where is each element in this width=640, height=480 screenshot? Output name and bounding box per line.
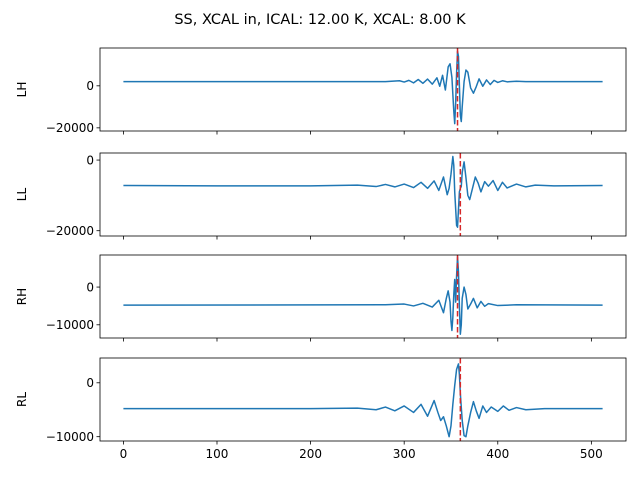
y-axis-label-rh: RH	[15, 288, 29, 305]
figure-title: SS, XCAL in, ICAL: 12.00 K, XCAL: 8.00 K	[174, 12, 466, 28]
y-axis-label-lh: LH	[15, 82, 29, 98]
y-tick-label-rl-1: 0	[86, 376, 94, 390]
x-tick-label-rl-2: 200	[299, 447, 322, 461]
axes-frame-lh	[99, 47, 627, 132]
x-tick-label-rl-1: 100	[206, 447, 229, 461]
subplot-ll: −20000 0 LL	[15, 152, 627, 240]
y-tick-label-ll-1: 0	[86, 153, 94, 167]
x-tick-label-rl-3: 300	[393, 447, 416, 461]
series-line-rl-0	[123, 363, 603, 438]
x-tick-label-rl-4: 400	[486, 447, 509, 461]
axes-frame-ll	[99, 152, 627, 237]
x-tick-label-rl-0: 0	[120, 447, 128, 461]
y-axis-label-ll: LL	[15, 188, 29, 202]
y-tick-label-lh-1: 0	[86, 79, 94, 93]
subplot-lh: −20000 0 LH	[15, 47, 627, 135]
x-tick-label-rl-5: 500	[580, 447, 603, 461]
series-line-ll-0	[123, 155, 603, 228]
axes-frame-rh	[99, 254, 627, 339]
series-line-lh-0	[123, 50, 603, 125]
y-tick-label-ll-0: −20000	[46, 224, 94, 238]
subplot-rh: −10000 0 RH	[15, 254, 627, 342]
y-axis-label-rl: RL	[15, 392, 29, 407]
subplot-rl: −10000 0 0 100 200 300 400 500 RL	[15, 357, 627, 461]
axes-frame-rl	[99, 357, 627, 442]
subplots: −20000 0 LH −20000 0 LL −10000 0 RH −10000 0 0 100 20…	[15, 47, 627, 461]
y-tick-label-rh-1: 0	[86, 280, 94, 294]
y-tick-label-rh-0: −10000	[46, 318, 94, 332]
y-tick-label-rl-0: −10000	[46, 430, 94, 444]
y-tick-label-lh-0: −20000	[46, 121, 94, 135]
